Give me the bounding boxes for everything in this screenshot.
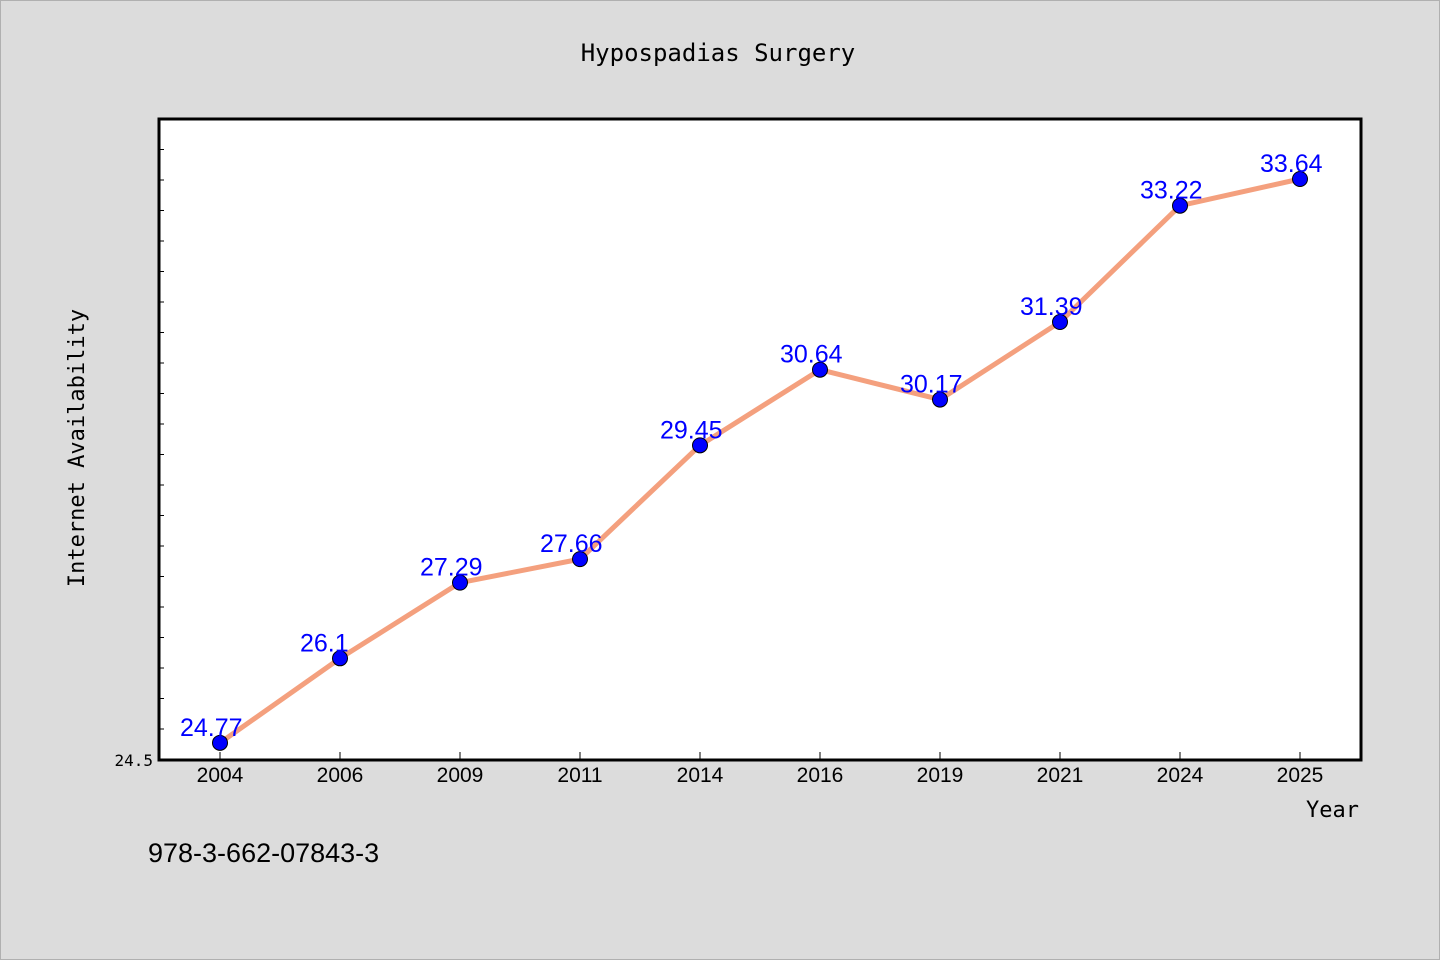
data-label: 30.17 (900, 371, 963, 399)
data-label: 29.45 (660, 416, 723, 444)
data-point-marker (932, 391, 948, 408)
data-point-marker (1052, 314, 1068, 331)
series-line (217, 176, 1303, 746)
x-axis-ticks: 2004 2006 2009 2011 2014 2016 2019 2021 2024 2025 (197, 752, 1324, 787)
chart-title: Hypospadias Surgery (581, 39, 856, 67)
x-tick-label: 2011 (557, 764, 602, 787)
x-tick-label: 2006 (317, 764, 364, 787)
data-point-marker (692, 437, 708, 454)
data-label: 26.1 (300, 629, 349, 657)
data-label: 33.22 (1140, 177, 1203, 205)
x-tick-label: 2016 (797, 764, 844, 787)
x-axis-label: Year (1306, 798, 1359, 823)
data-label: 30.64 (780, 341, 843, 369)
data-point-marker (1292, 171, 1308, 187)
x-tick-label: 2021 (1037, 764, 1084, 787)
data-label: 27.29 (420, 554, 483, 582)
footnote-isbn: 978-3-662-07843-3 (148, 838, 379, 868)
data-label: 24.77 (180, 714, 243, 742)
data-markers (212, 171, 1308, 751)
x-tick-label: 2004 (197, 764, 244, 787)
data-point-marker (812, 361, 828, 378)
data-point-marker (452, 574, 468, 591)
x-tick-label: 2014 (677, 764, 724, 787)
data-label: 27.66 (540, 530, 603, 558)
data-point-marker (572, 551, 588, 568)
y-tick-label: 24.5 (114, 751, 153, 770)
x-tick-label: 2025 (1277, 764, 1324, 787)
y-axis-label: Internet Availability (65, 309, 90, 587)
data-label: 33.64 (1260, 150, 1323, 178)
data-label: 31.39 (1020, 293, 1083, 321)
x-tick-label: 2009 (437, 764, 484, 787)
y-axis-tick-labels: 24.5 (114, 751, 153, 770)
data-point-marker (212, 734, 228, 751)
plot-border (157, 117, 1363, 762)
data-point-marker (1172, 197, 1188, 214)
x-tick-label: 2024 (1157, 764, 1204, 787)
data-point-marker (332, 650, 348, 667)
x-tick-label: 2019 (917, 764, 964, 787)
data-labels: 24.77 26.1 27.29 27.66 29.45 30.64 30.17 31.39 3… (180, 150, 1323, 742)
